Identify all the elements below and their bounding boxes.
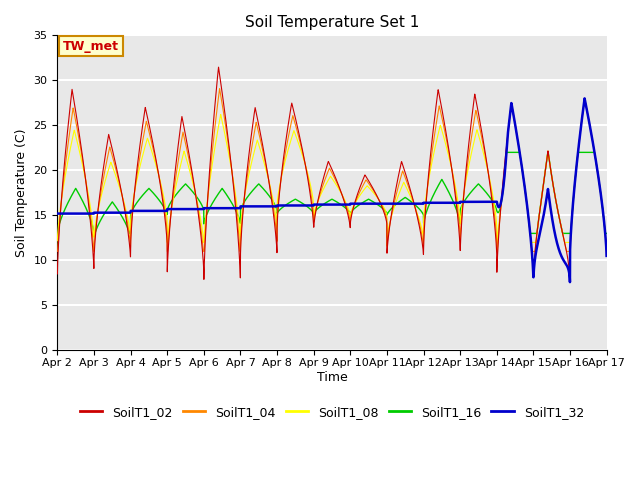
X-axis label: Time: Time xyxy=(317,371,348,384)
Legend: SoilT1_02, SoilT1_04, SoilT1_08, SoilT1_16, SoilT1_32: SoilT1_02, SoilT1_04, SoilT1_08, SoilT1_… xyxy=(75,401,589,424)
Title: Soil Temperature Set 1: Soil Temperature Set 1 xyxy=(244,15,419,30)
Y-axis label: Soil Temperature (C): Soil Temperature (C) xyxy=(15,129,28,257)
Text: TW_met: TW_met xyxy=(63,39,119,52)
